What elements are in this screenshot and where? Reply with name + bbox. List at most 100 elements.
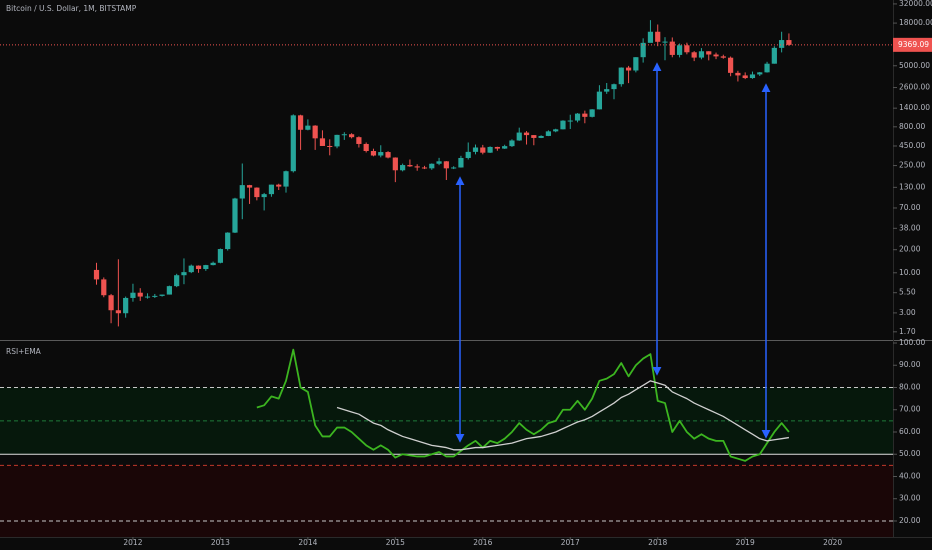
candle-body [596,91,603,110]
candle-body [327,145,333,147]
candle-body [203,265,209,270]
last-price-label: 9369.09 [898,40,929,49]
y-tick-label: 20.00 [899,516,921,525]
candle-body [341,134,347,136]
last-price-box [893,37,932,52]
candle-body [312,125,318,139]
candle-body [181,272,187,276]
candle-body [290,115,296,172]
series-line [256,348,790,462]
candle-body [421,167,428,169]
candle-body [567,120,573,122]
candle-body [728,57,734,73]
x-tick-label: 2019 [736,538,755,547]
candle-body [720,56,726,58]
candle-body [516,132,522,141]
y-tick-label: 40.00 [899,471,921,480]
candle-body [246,185,253,188]
candle-body [261,194,267,198]
candle-body [349,134,355,138]
candle-body [414,166,420,168]
candle-body [400,165,406,171]
candle-body [174,275,180,287]
candle-body [297,115,304,130]
candle-body [713,54,719,57]
y-tick-label: 60.00 [899,427,921,436]
candle-body [662,41,668,43]
level-band [0,465,893,537]
y-tick-label: 3.00 [899,308,916,317]
series-line [336,380,790,451]
candle-body [458,157,464,168]
candle-body [786,40,792,45]
candle-body [429,163,435,169]
y-tick-label: 90.00 [899,360,921,369]
y-tick-label: 450.00 [899,141,925,150]
y-tick-label: 10.00 [899,268,921,277]
candle-body [443,161,449,169]
candle-body [472,147,479,152]
candle-body [159,294,165,296]
candle-body [407,165,413,167]
candle-body [385,152,391,158]
y-tick-label: 70.00 [899,405,921,414]
candle-body [523,132,530,136]
y-tick-label: 130.00 [899,182,925,191]
candle-body [691,52,697,58]
candle-body [604,89,610,92]
candle-body [392,157,398,171]
y-tick-label: 5000.00 [899,61,930,70]
candle-body [655,31,661,42]
candle-body [698,51,705,58]
candle-body [370,151,377,156]
candle-body [771,47,777,64]
candle-body [152,295,158,297]
y-tick-label: 2600.00 [899,83,930,92]
candle-body [560,120,566,130]
candle-body [640,42,646,58]
candle-body [108,295,114,311]
candle-body [757,72,763,75]
candle-body [625,67,632,71]
candle-body [749,74,756,79]
y-tick-label: 80.00 [899,382,921,391]
x-tick-label: 2017 [561,538,580,547]
candle-body [254,187,260,198]
candle-body [225,232,231,250]
candle-body [436,161,442,164]
candle-body [589,109,595,117]
y-tick-label: 1400.00 [899,103,930,112]
y-tick-label: 32000.00 [899,0,932,8]
candle-body [742,75,748,79]
candle-body [319,138,326,146]
y-tick-label: 18000.00 [899,18,932,27]
candle-body [283,171,289,187]
candle-body [93,269,100,280]
y-tick-label: 5.50 [899,288,916,297]
candle-body [268,184,275,195]
candle-body [217,249,224,263]
y-tick-label: 30.00 [899,494,921,503]
candle-body [334,134,340,147]
candle-body [611,84,617,90]
x-tick-label: 2016 [473,538,492,547]
x-tick-label: 2013 [211,538,230,547]
candle-body [735,72,741,76]
candle-body [509,140,515,147]
x-tick-label: 2018 [648,538,667,547]
candle-body [115,310,121,314]
candle-body [764,63,770,73]
candle-body [582,113,588,117]
candle-body [166,286,172,295]
y-tick-label: 100.00 [899,338,925,347]
y-tick-label: 50.00 [899,449,921,458]
candle-body [356,137,362,144]
y-tick-label: 70.00 [899,203,921,212]
candle-body [487,146,493,153]
candle-body [553,129,559,132]
y-tick-label: 250.00 [899,161,925,170]
candle-body [378,152,384,156]
